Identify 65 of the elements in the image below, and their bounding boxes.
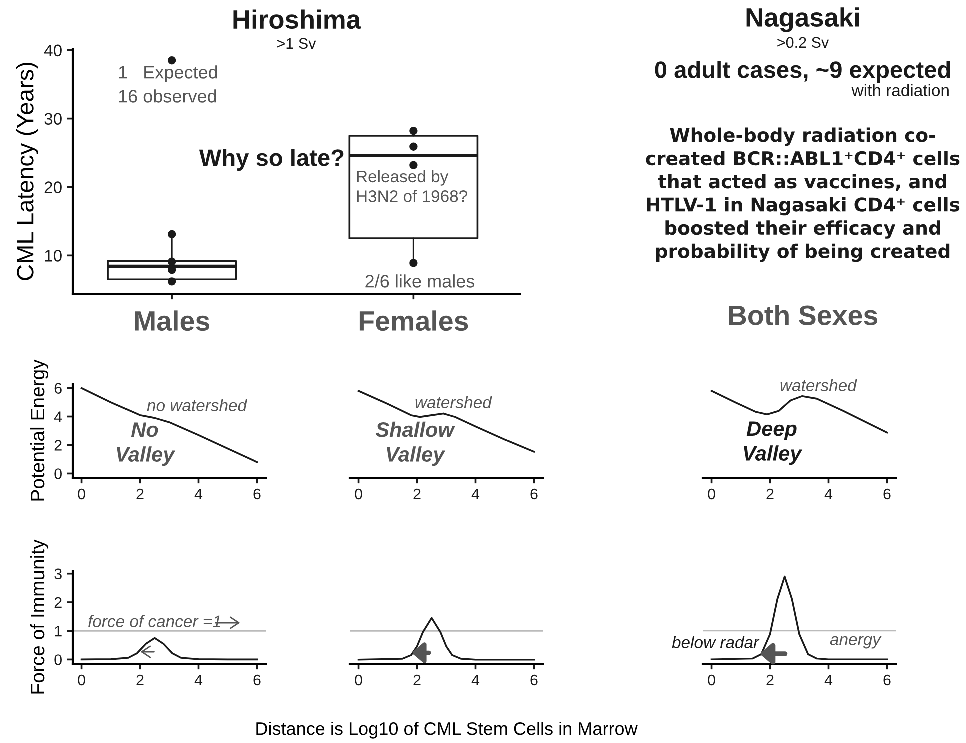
text: Both Sexes [729,305,878,326]
y-tick-label: 3 [54,568,62,580]
y-tick-label: 1 [55,626,62,637]
y-tick-label: 2 [54,440,62,451]
text: 0 adult cases, ~9 expected [655,60,950,84]
x-tick-label: 4 [472,674,480,686]
x-tick-label: 0 [708,674,716,686]
annotation: watershed [416,396,492,408]
annotation: 1 Expected [119,66,218,82]
annotation: Shallow Valley [376,422,456,466]
annotation: no watershed [147,399,248,412]
x-tick-label: 6 [530,674,538,686]
x-tick-label: 2 [766,488,774,500]
line-series [80,637,258,661]
x-tick-label: 6 [884,674,891,686]
y-tick-label: 0 [54,468,62,480]
x-tick-label: 6 [254,488,261,500]
x-tick-label: 4 [472,488,480,500]
annotation: No Valley [117,422,176,466]
annotation: Released by H3N2 of 1968? [357,170,468,202]
y-tick-label: 40 [44,44,62,57]
x-tick-label: 4 [194,488,203,500]
annotation: anergy [830,636,882,649]
x-tick-label: 2 [414,488,421,500]
y-tick-label: 4 [54,412,62,422]
ref-line-label: force of cancer =1 [88,615,220,628]
annotation: watershed [780,379,858,392]
x-tick-label: Males [135,310,210,332]
y-tick-label: 10 [45,250,62,262]
text: Nagasaki [746,8,860,32]
annotation: below radar [672,636,760,648]
y-tick-label: 0 [54,654,62,666]
x-tick-label: 0 [78,488,86,500]
y-tick-label: 30 [44,113,62,126]
y-axis-title: Potential Energy [30,360,49,501]
x-tick-label: 2 [136,674,144,686]
y-tick-label: 20 [44,182,62,194]
x-tick-label: 0 [708,488,716,500]
x-tick-label: 4 [194,674,203,686]
x-tick-label: 4 [824,488,833,500]
x-tick-label: 6 [530,488,538,500]
chart-subtitle: >1 Sv [278,38,316,50]
text: >0.2 Sv [778,37,830,48]
x-tick-label: 2 [136,488,144,500]
text: Whole-body radiation co- created BCR::ABL1⁺CD4⁺ cells that acted as vaccines, and HTLV-1 in Nagasaki CD4⁺ cells boosted their efficacy and probability of being created [646,128,960,262]
y-axis-title: Force of Immunity [30,540,49,694]
x-tick-label: 0 [355,674,362,686]
x-axis-title: Distance is Log10 of CML Stem Cells in Marrow [256,722,638,739]
annotation: Why so late? [199,148,344,172]
text: with radiation [852,84,949,96]
y-tick-label: 2 [54,597,62,608]
x-tick-label: 6 [254,674,261,686]
x-tick-label: 0 [78,674,86,686]
annotation: 2/6 like males [366,274,475,288]
y-axis-title: CML Latency (Years) [16,62,38,280]
x-tick-label: 4 [824,674,833,686]
chart-title: Hiroshima [234,10,362,30]
annotation: Deep Valley [744,422,803,466]
x-tick-label: Females [360,310,468,332]
y-tick-label: 6 [54,383,62,394]
x-tick-label: 0 [355,488,362,500]
x-tick-label: 2 [766,674,774,686]
x-tick-label: 6 [884,488,891,500]
x-tick-label: 2 [414,674,421,686]
annotation: 16 observed [119,90,216,103]
